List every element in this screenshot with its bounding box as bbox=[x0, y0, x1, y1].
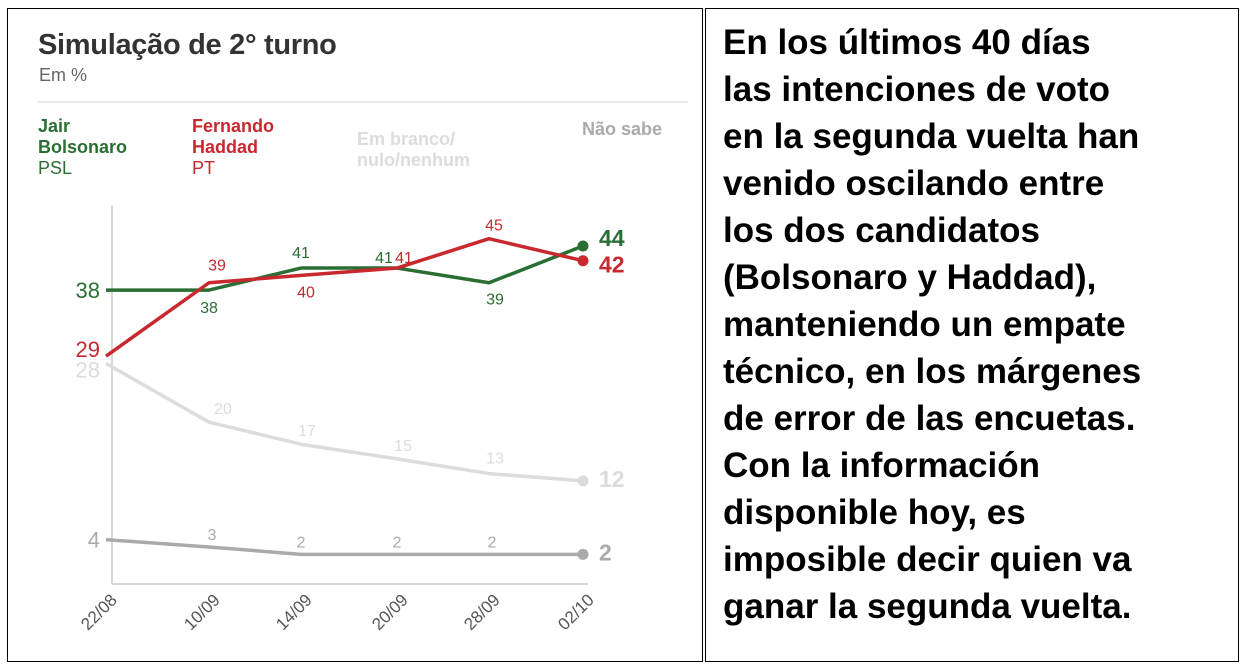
data-label: 39 bbox=[486, 292, 504, 309]
legend-haddad-party: PT bbox=[192, 158, 216, 178]
text-panel: En los últimos 40 días las intenciones d… bbox=[705, 8, 1239, 662]
data-label: 2 bbox=[488, 534, 497, 551]
legend-branco: Em branco/ nulo/nenhum bbox=[357, 129, 470, 171]
data-label: 2 bbox=[297, 534, 306, 551]
legend-branco-line1: Em branco/ bbox=[357, 129, 456, 149]
x-tick-label: 22/08 bbox=[77, 590, 121, 634]
chart-title: Simulação de 2° turno bbox=[38, 29, 337, 61]
series-end-point bbox=[577, 255, 589, 267]
data-label: 17 bbox=[298, 423, 316, 440]
data-label: 39 bbox=[208, 258, 226, 275]
divider bbox=[38, 101, 688, 103]
chart-panel: Simulação de 2° turno Em % Jair Bolsonar… bbox=[7, 8, 703, 662]
x-tick-label: 20/09 bbox=[368, 590, 412, 634]
data-label: 15 bbox=[394, 438, 412, 455]
data-label: 2 bbox=[599, 539, 612, 565]
data-label: 42 bbox=[599, 252, 625, 278]
legend-bolsonaro: Jair Bolsonaro PSL bbox=[38, 116, 127, 179]
data-label: 20 bbox=[214, 401, 232, 418]
series-end-point bbox=[577, 240, 589, 252]
data-label: 4 bbox=[88, 528, 100, 553]
legend-haddad: Fernando Haddad PT bbox=[192, 116, 274, 179]
series-line bbox=[105, 537, 583, 557]
legend-haddad-last: Haddad bbox=[192, 137, 259, 157]
legend-haddad-first: Fernando bbox=[192, 116, 275, 136]
data-label: 2 bbox=[393, 534, 402, 551]
data-label: 44 bbox=[599, 225, 625, 251]
x-tick-label: 02/10 bbox=[554, 590, 598, 634]
data-label: 38 bbox=[76, 278, 100, 303]
series-line bbox=[105, 361, 584, 483]
series-end-point bbox=[577, 475, 589, 487]
x-tick-label: 10/09 bbox=[180, 590, 224, 634]
data-label: 41 bbox=[292, 245, 310, 262]
data-label: 28 bbox=[76, 357, 100, 382]
data-label: 13 bbox=[486, 451, 504, 468]
series-line bbox=[104, 236, 584, 358]
data-label: 40 bbox=[297, 284, 315, 301]
legend-naosabe: Não sabe bbox=[582, 119, 662, 140]
data-label: 45 bbox=[485, 218, 503, 235]
legend-branco-line2: nulo/nenhum bbox=[357, 150, 470, 170]
body-text: En los últimos 40 días las intenciones d… bbox=[723, 23, 1142, 626]
series-end-point bbox=[577, 548, 589, 560]
data-label: 38 bbox=[200, 300, 218, 317]
x-tick-label: 14/09 bbox=[272, 590, 316, 634]
legend-bolsonaro-party: PSL bbox=[38, 158, 73, 178]
series-line bbox=[106, 244, 584, 292]
data-label: 3 bbox=[208, 527, 217, 544]
chart-subtitle: Em % bbox=[39, 65, 88, 85]
data-label: 41 bbox=[395, 250, 413, 267]
data-label: 41 bbox=[375, 250, 393, 267]
legend-bolsonaro-last: Bolsonaro bbox=[38, 137, 128, 157]
data-label: 12 bbox=[599, 466, 625, 492]
legend-bolsonaro-first: Jair bbox=[38, 116, 71, 136]
x-tick-label: 28/09 bbox=[460, 590, 504, 634]
legend-naosabe-label: Não sabe bbox=[582, 119, 663, 139]
data-label: 29 bbox=[76, 337, 100, 362]
